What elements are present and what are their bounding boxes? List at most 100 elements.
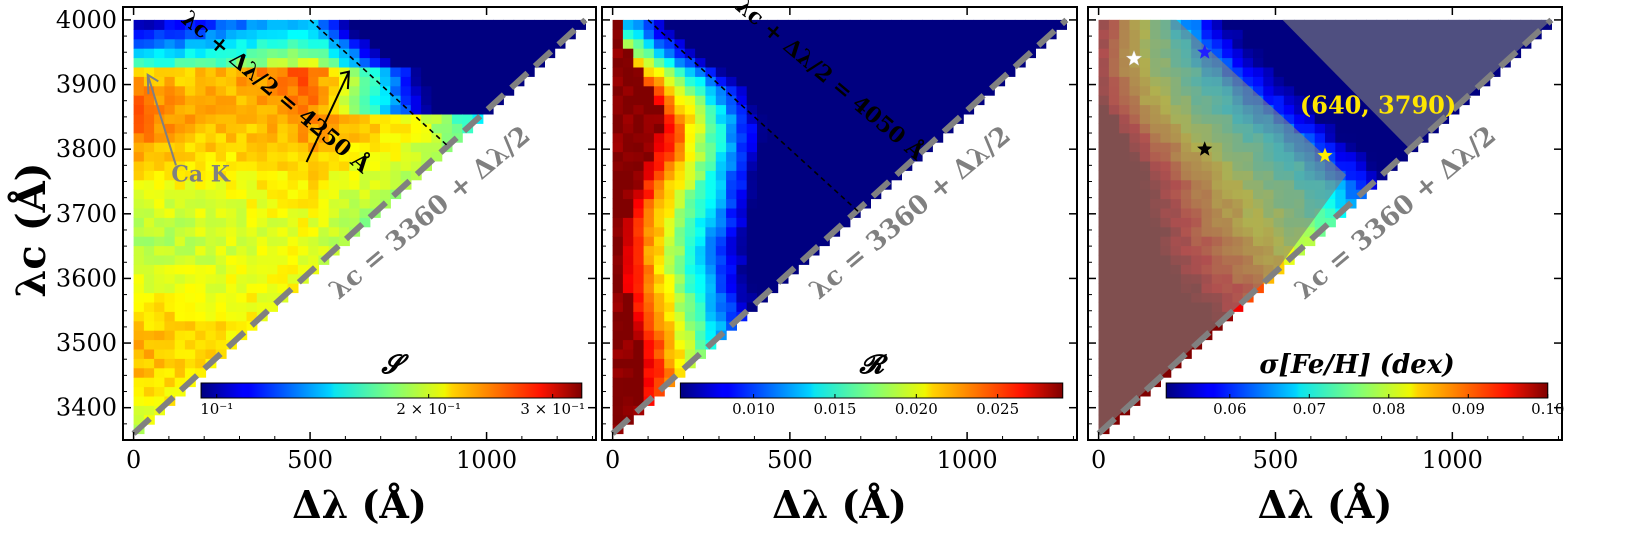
heatmap-cell — [860, 160, 871, 171]
heatmap-cell — [932, 123, 944, 134]
heatmap-cell — [808, 38, 820, 49]
heatmap-cell — [818, 217, 830, 228]
heatmap-cell — [267, 151, 278, 162]
heatmap-cell — [174, 245, 186, 256]
heatmap-cell — [767, 236, 779, 247]
heatmap-cell — [164, 386, 176, 397]
heatmap-cell — [643, 104, 655, 115]
heatmap-cell — [1355, 160, 1367, 171]
heatmap-cell — [674, 179, 686, 190]
heatmap-cell — [431, 132, 443, 143]
heatmap-cell — [215, 95, 227, 106]
heatmap-cell — [777, 123, 789, 134]
heatmap-cell — [226, 226, 237, 237]
heatmap-cell — [612, 386, 624, 397]
heatmap-cell — [503, 85, 515, 96]
heatmap-cell — [215, 198, 227, 209]
cak-arrowhead — [146, 73, 159, 95]
heatmap-cell — [1304, 226, 1316, 237]
heatmap-cell — [564, 19, 576, 30]
heatmap-cell — [664, 179, 676, 190]
heatmap-cell — [421, 123, 432, 134]
heatmap-cell — [133, 85, 145, 96]
heatmap-cell — [1355, 142, 1367, 153]
heatmap-cell — [339, 179, 350, 190]
heatmap-cell — [674, 367, 686, 378]
heatmap-cell — [664, 123, 676, 134]
heatmap-cell — [653, 132, 665, 143]
heatmap-cell — [256, 273, 268, 284]
heatmap-cell — [1345, 85, 1357, 96]
heatmap-cell — [1283, 76, 1295, 87]
heatmap-cell — [133, 377, 145, 388]
heatmap-cell — [143, 254, 155, 265]
heatmap-cell — [1314, 123, 1326, 134]
heatmap-cell — [922, 66, 933, 77]
heatmap-cell — [787, 189, 799, 200]
heatmap-cell — [215, 320, 227, 331]
heatmap-cell — [267, 179, 278, 190]
heatmap-cell — [674, 273, 686, 284]
heatmap-cell — [653, 66, 665, 77]
heatmap-cell — [1232, 48, 1244, 59]
heatmap-cell — [1355, 123, 1367, 134]
heatmap-cell — [674, 38, 686, 49]
heatmap-cell — [622, 245, 634, 256]
heatmap-cell — [1294, 104, 1305, 115]
heatmap-cell — [653, 358, 665, 369]
heatmap-cell — [684, 38, 696, 49]
heatmap-cell — [184, 330, 196, 341]
heatmap-cell — [297, 132, 309, 143]
heatmap-cell — [870, 38, 882, 49]
heatmap-cell — [421, 104, 432, 115]
heatmap-cell — [612, 151, 624, 162]
heatmap-cell — [174, 207, 186, 218]
heatmap-cell — [174, 66, 186, 77]
x-tick-label: 500 — [767, 446, 813, 474]
heatmap-cell — [143, 189, 155, 200]
heatmap-cell — [1232, 66, 1244, 77]
heatmap-cell — [410, 66, 422, 77]
heatmap-cell — [726, 179, 737, 190]
heatmap-cell — [622, 292, 634, 303]
heatmap-cell — [787, 207, 799, 218]
heatmap-cell — [359, 179, 371, 190]
heatmap-cell — [523, 48, 535, 59]
heatmap-cell — [339, 19, 350, 30]
heatmap-cell — [1242, 38, 1254, 49]
heatmap-cell — [695, 254, 706, 265]
heatmap-cell — [174, 358, 186, 369]
heatmap-cell — [818, 170, 830, 181]
heatmap-cell — [705, 217, 717, 228]
heatmap-cell — [695, 245, 706, 256]
heatmap-cell — [380, 179, 391, 190]
heatmap-cell — [653, 170, 665, 181]
heatmap-cell — [798, 123, 810, 134]
heatmap-cell — [1304, 95, 1316, 106]
heatmap-cell — [184, 273, 196, 284]
heatmap-cell — [818, 95, 830, 106]
heatmap-cell — [256, 19, 268, 30]
heatmap-cell — [472, 29, 484, 40]
heatmap-cell — [891, 57, 902, 68]
heatmap-cell — [726, 254, 737, 265]
heatmap-cell — [236, 236, 248, 247]
heatmap-cell — [226, 330, 237, 341]
heatmap-cell — [143, 226, 155, 237]
heatmap-cell — [1355, 151, 1367, 162]
heatmap-cell — [973, 66, 985, 77]
heatmap-cell — [133, 283, 145, 294]
heatmap-cell — [400, 76, 412, 87]
heatmap-cell — [643, 367, 655, 378]
heatmap-cell — [839, 160, 851, 171]
heatmap-cell — [390, 179, 402, 190]
heatmap-cell — [622, 142, 634, 153]
heatmap-cell — [133, 311, 145, 322]
heatmap-cell — [359, 85, 371, 96]
heatmap-cell — [297, 104, 309, 115]
heatmap-cell — [787, 123, 799, 134]
heatmap-cell — [767, 226, 779, 237]
heatmap-cell — [226, 38, 237, 49]
heatmap-cell — [932, 57, 944, 68]
heatmap-cell — [143, 386, 155, 397]
